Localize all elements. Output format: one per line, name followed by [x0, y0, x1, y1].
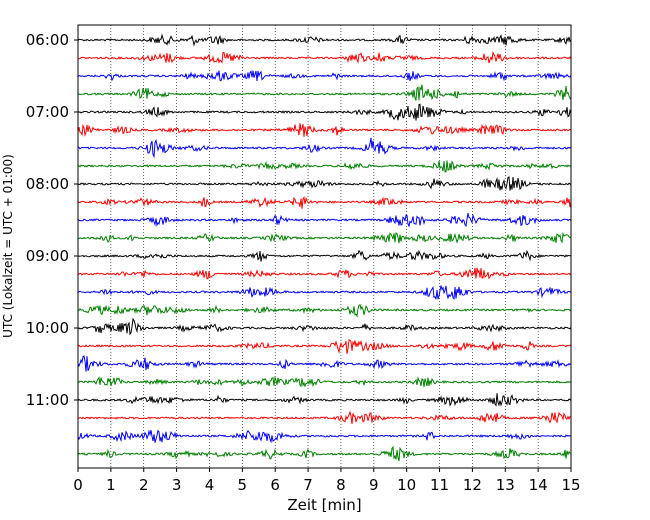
trace-1045	[77, 375, 572, 388]
trace-0815	[77, 196, 572, 209]
x-tick-label: 1	[106, 476, 116, 494]
y-tick-label: 06:00	[26, 31, 69, 49]
x-tick-label: 0	[73, 476, 83, 494]
x-tick-label: 4	[205, 476, 215, 494]
x-tick-label: 6	[270, 476, 280, 494]
trace-0645	[77, 84, 572, 101]
x-axis-ticks: 0 1 2 3 4 5 6 7 8 9 10 11 12 13 14 15	[73, 468, 581, 494]
trace-1100	[77, 393, 572, 407]
y-axis-ticks: 06:00 07:00 08:00 09:00 10:00 11:00	[26, 31, 78, 409]
x-tick-label: 7	[303, 476, 313, 494]
plot-frame	[77, 24, 572, 469]
trace-1015	[77, 339, 572, 354]
x-tick-label: 5	[238, 476, 248, 494]
x-axis-label: Zeit [min]	[287, 496, 361, 514]
x-tick-label: 8	[336, 476, 346, 494]
y-tick-label: 08:00	[26, 175, 69, 193]
trace-0715	[77, 123, 572, 137]
trace-0800	[77, 176, 572, 191]
trace-group	[77, 33, 572, 462]
y-tick-label: 11:00	[26, 391, 69, 409]
trace-0845	[77, 231, 572, 244]
trace-1115	[77, 410, 572, 425]
trace-0900	[77, 249, 572, 262]
trace-0615	[77, 51, 572, 64]
trace-0930	[77, 285, 572, 300]
trace-0745	[77, 160, 572, 173]
x-tick-label: 12	[463, 476, 482, 494]
y-tick-label: 10:00	[26, 319, 69, 337]
x-tick-label: 11	[430, 476, 449, 494]
trace-0630	[77, 69, 572, 82]
y-tick-label: 07:00	[26, 103, 69, 121]
x-tick-label: 15	[561, 476, 580, 494]
grid-lines	[110, 25, 539, 468]
trace-1030	[77, 355, 572, 372]
trace-0915	[77, 267, 572, 280]
y-tick-label: 09:00	[26, 247, 69, 265]
trace-1130	[77, 429, 572, 444]
trace-0945	[77, 303, 572, 318]
trace-0830	[77, 213, 572, 228]
trace-0730	[77, 137, 572, 159]
trace-0700	[77, 103, 572, 121]
trace-1145	[77, 445, 572, 462]
x-tick-label: 13	[496, 476, 515, 494]
x-tick-label: 9	[369, 476, 379, 494]
trace-0600	[77, 33, 572, 47]
x-tick-label: 2	[139, 476, 149, 494]
x-tick-label: 10	[397, 476, 416, 494]
x-tick-label: 14	[529, 476, 548, 494]
x-tick-label: 3	[172, 476, 182, 494]
trace-1000	[77, 317, 572, 336]
y-axis-label: UTC (Lokalzeit = UTC + 01:00)	[1, 154, 15, 338]
